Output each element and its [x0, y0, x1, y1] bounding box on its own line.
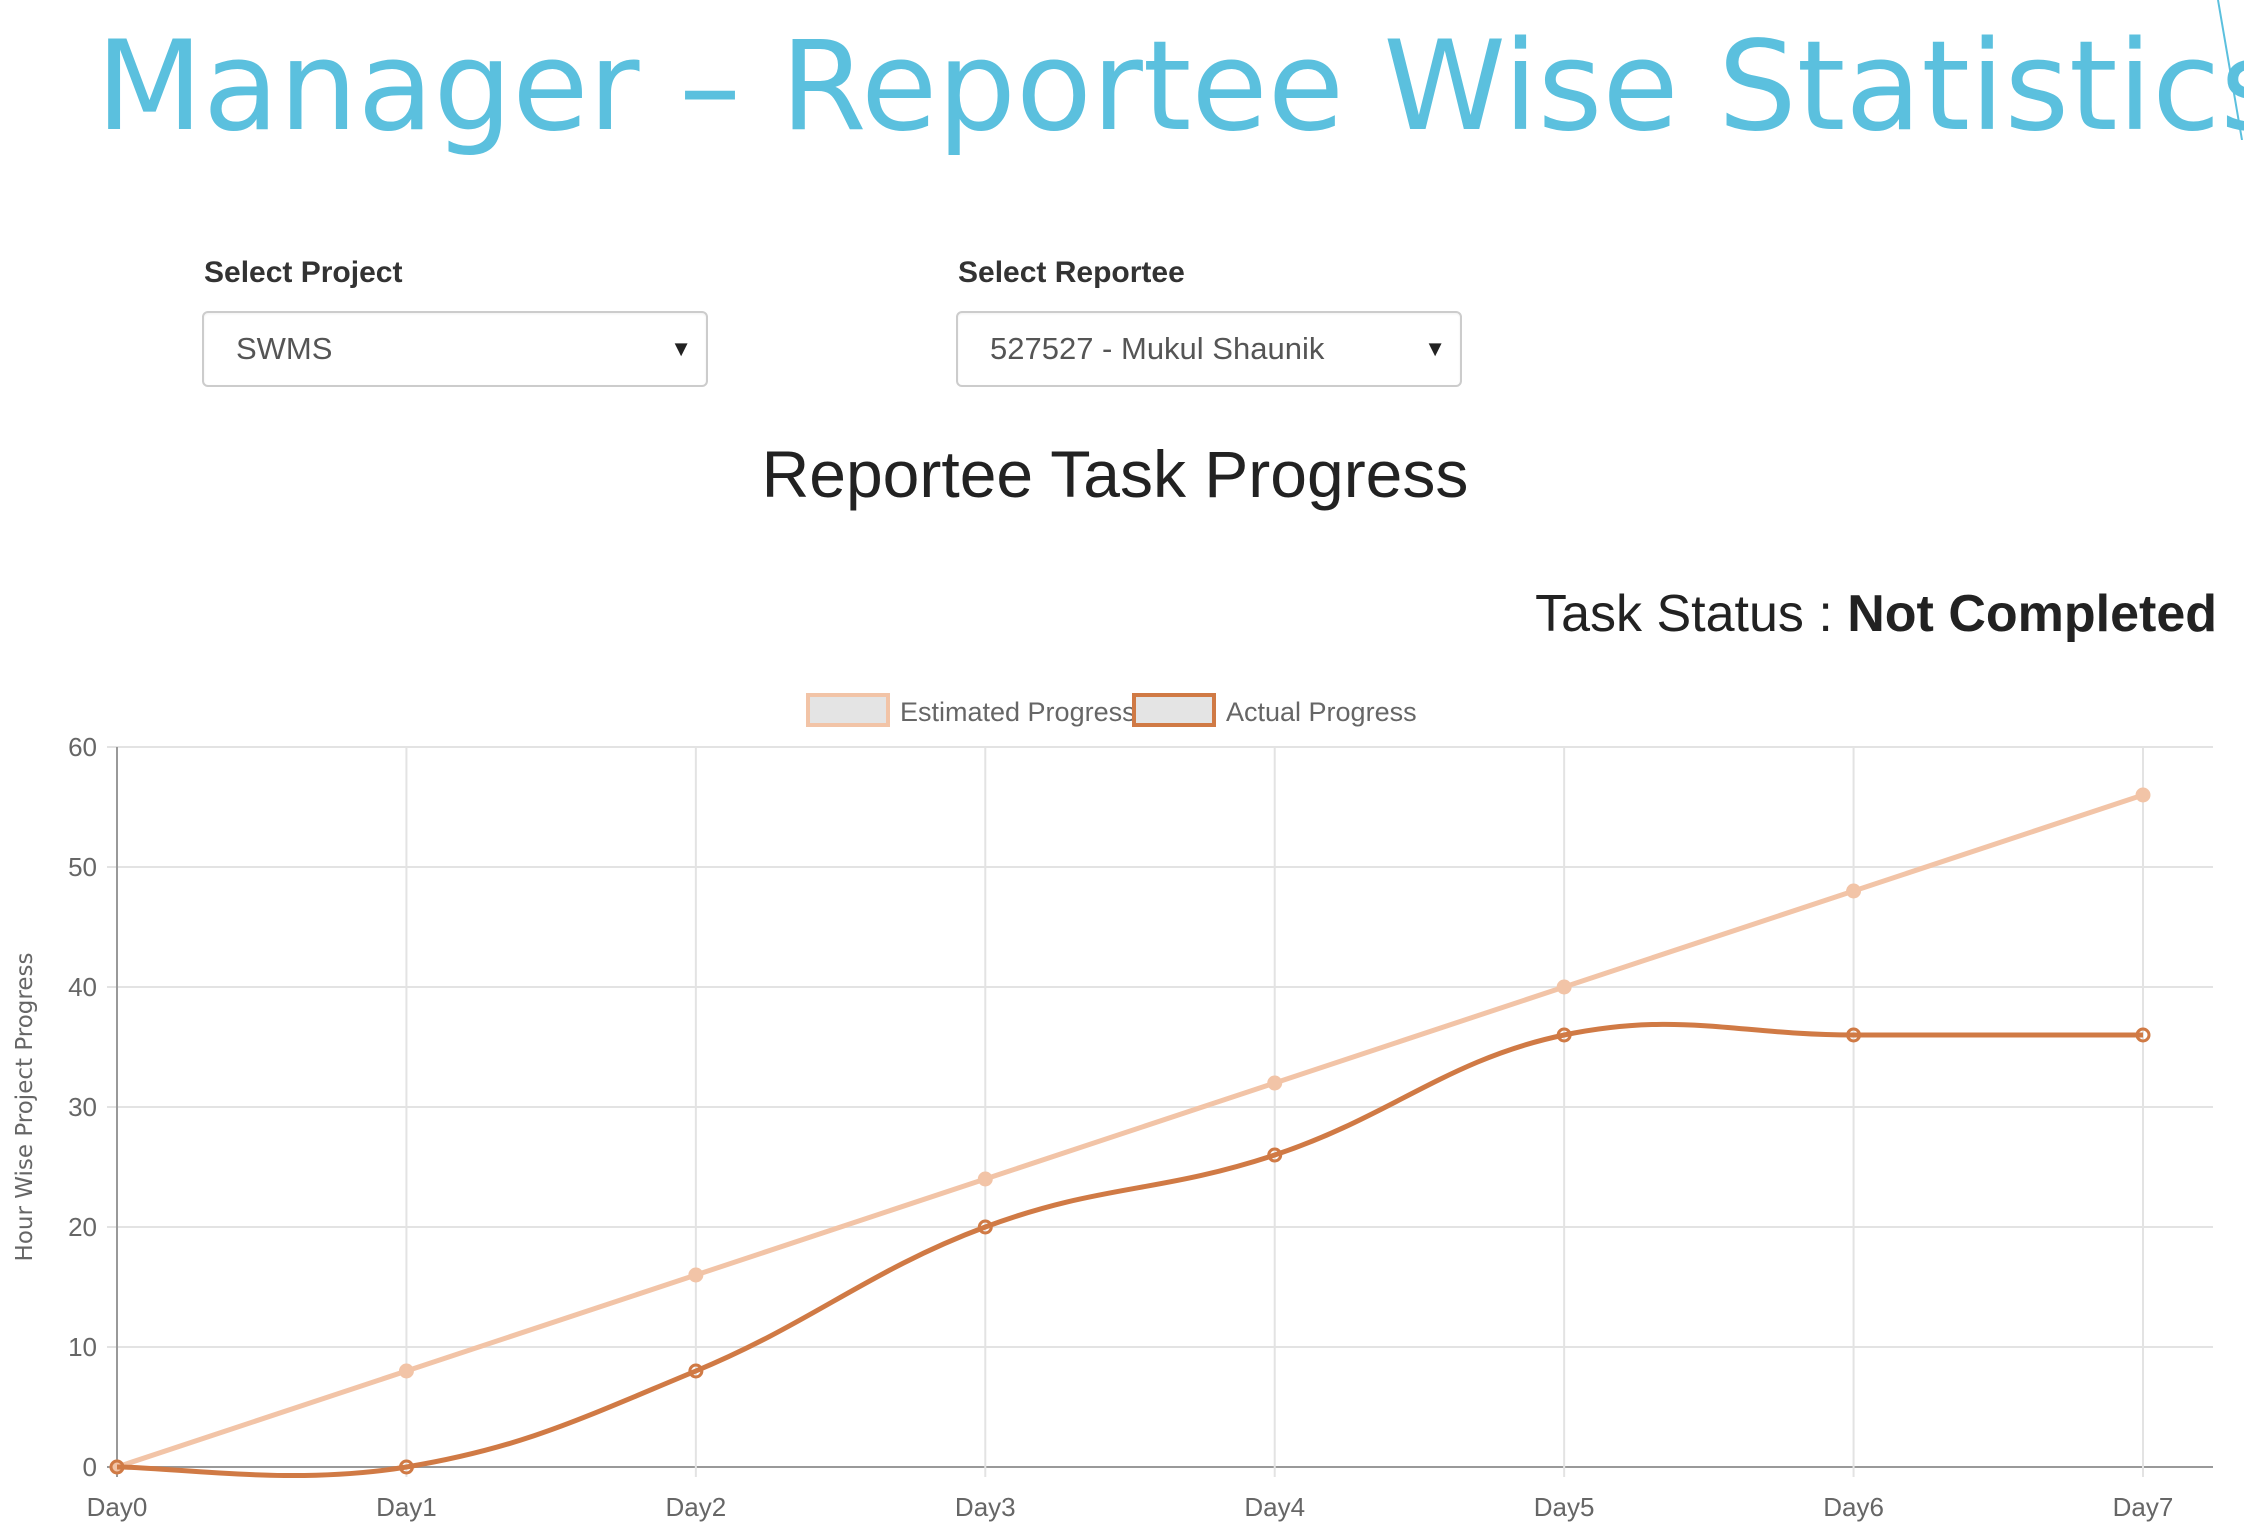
caret-down-icon: ▼	[1424, 336, 1446, 361]
y-tick-label: 0	[83, 1452, 97, 1482]
page-title: Manager – Reportee Wise Statistics	[96, 15, 2244, 159]
x-tick-label: Day6	[1823, 1492, 1884, 1522]
actual-progress-legend-label: Actual Progress	[1226, 697, 1417, 727]
task-status: Task Status : Not Completed	[1535, 584, 2217, 644]
reportee-select-value: 527527 - Mukul Shaunik	[990, 331, 1325, 366]
actual-progress-point	[398, 1459, 414, 1475]
x-tick-label: Day2	[666, 1492, 727, 1522]
task-status-value: Not Completed	[1847, 585, 2217, 643]
actual-progress-point	[977, 1219, 993, 1235]
estimated-progress-point	[1846, 883, 1862, 899]
estimated-progress-point	[398, 1363, 414, 1379]
y-tick-label: 50	[68, 852, 97, 882]
project-select-label: Select Project	[204, 256, 403, 289]
y-tick-label: 10	[68, 1332, 97, 1362]
reportee-select-label: Select Reportee	[958, 256, 1185, 289]
actual-progress-legend-swatch	[1132, 693, 1216, 727]
project-select[interactable]: SWMS ▼	[202, 311, 708, 387]
chart-title: Reportee Task Progress	[761, 437, 1469, 511]
x-tick-label: Day5	[1534, 1492, 1595, 1522]
actual-progress-point	[1846, 1027, 1862, 1043]
estimated-progress-legend-swatch	[806, 693, 890, 727]
y-tick-label: 60	[68, 732, 97, 762]
estimated-progress-point	[977, 1171, 993, 1187]
decorative-corner-line	[2217, 0, 2243, 140]
y-tick-label: 30	[68, 1092, 97, 1122]
estimated-progress-point	[1267, 1075, 1283, 1091]
estimated-progress-point	[1556, 979, 1572, 995]
x-tick-label: Day4	[1244, 1492, 1305, 1522]
x-tick-label: Day1	[376, 1492, 437, 1522]
estimated-progress-point	[688, 1267, 704, 1283]
estimated-progress-line	[116, 792, 2144, 1470]
y-tick-label: 40	[68, 972, 97, 1002]
x-tick-label: Day3	[955, 1492, 1016, 1522]
caret-down-icon: ▼	[670, 336, 692, 361]
y-axis-label: Hour Wise Project Progress	[12, 953, 38, 1262]
actual-progress-point	[688, 1363, 704, 1379]
estimated-progress-legend-label: Estimated Progress	[900, 697, 1136, 727]
x-tick-label: Day0	[87, 1492, 148, 1522]
project-select-value: SWMS	[236, 331, 333, 366]
x-tick-label: Day7	[2113, 1492, 2174, 1522]
actual-progress-point	[1556, 1027, 1572, 1043]
actual-progress-point	[109, 1459, 125, 1475]
estimated-progress-point	[2135, 787, 2151, 803]
y-tick-label: 20	[68, 1212, 97, 1242]
actual-progress-point	[2135, 1027, 2151, 1043]
actual-progress-line	[116, 1021, 2143, 1479]
task-status-label: Task Status :	[1535, 585, 1848, 643]
actual-progress-point	[1267, 1147, 1283, 1163]
reportee-select[interactable]: 527527 - Mukul Shaunik ▼	[956, 311, 1462, 387]
